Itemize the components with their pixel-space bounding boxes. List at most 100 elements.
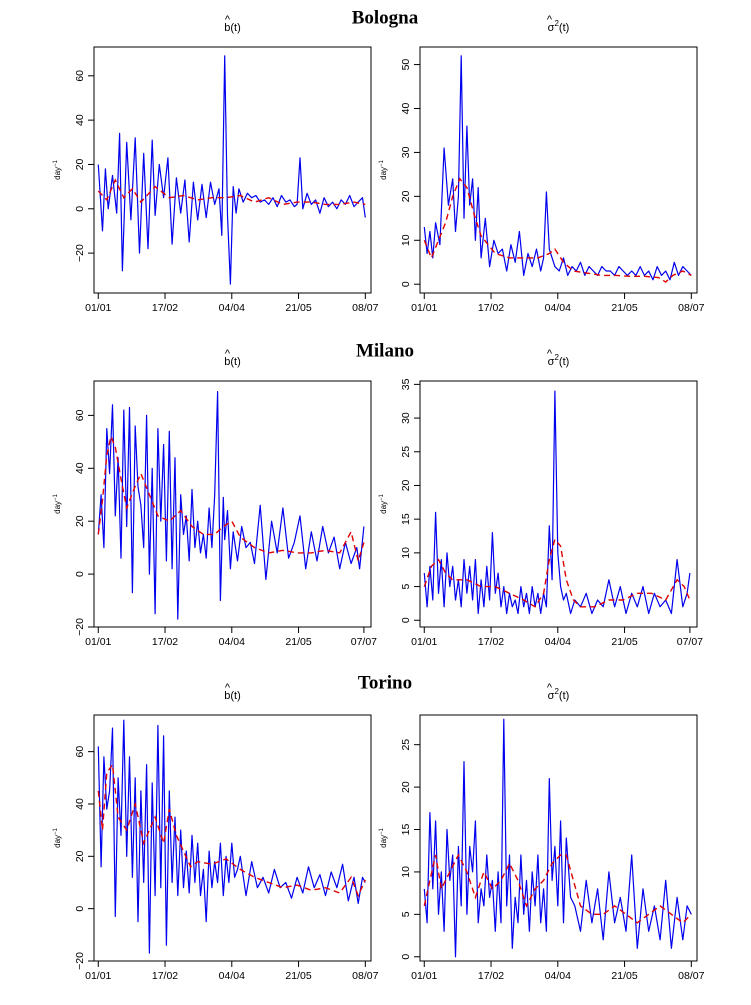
x-tick-label: 07/07 [351,636,377,648]
y-tick-label: 0 [74,571,86,577]
y-tick-label: 35 [400,378,412,390]
x-tick-label: 01/01 [85,636,111,648]
x-tick-label: 04/04 [545,302,571,314]
panel-title-hat: ^ [225,14,231,26]
smoothed-series-line [97,178,366,206]
y-axis-label: day−1 [53,493,62,513]
y-tick-label: 60 [74,409,86,421]
x-tick-label: 04/04 [545,970,571,982]
x-tick-label: 08/07 [678,302,704,314]
panel-bologna-b: b(t)^ −20 0 20 40 60 01/01 17/02 04/04 21/05 08/07… [53,14,379,314]
panel-title-hat: ^ [225,348,231,360]
panel-milano-sigma2: σ2(t)^ 0 5 10 15 20 25 30 35 01/01 17/02 04/04 21/05… [379,348,703,648]
x-tick-label: 21/05 [285,636,311,648]
y-tick-label: −20 [74,952,86,970]
y-tick-label: 40 [400,103,412,115]
y-tick-label: 30 [400,412,412,424]
observed-series-line [97,55,366,285]
y-tick-label: 0 [74,906,86,912]
panel-title: b(t) [224,690,241,702]
plot-frame [419,380,698,628]
y-tick-label: 10 [400,234,412,246]
x-tick-label: 17/02 [478,970,504,982]
panel-bologna-sigma2: σ2(t)^ 0 10 20 30 40 50 01/01 17/02 04/04 21/05 08/… [379,14,705,314]
panel-torino-b: b(t)^ −20 0 20 40 60 01/01 17/02 04/04 21/05 08/07… [53,682,379,982]
x-tick-label: 04/04 [219,970,245,982]
y-tick-label: 20 [74,515,86,527]
y-axis-label: day−1 [53,827,62,847]
x-tick-label: 04/04 [219,302,245,314]
y-tick-label: 15 [400,824,412,836]
x-tick-label: 01/01 [411,636,437,648]
y-tick-label: 10 [400,866,412,878]
plot-frame [93,714,372,962]
y-tick-label: 20 [400,781,412,793]
y-tick-label: 40 [74,462,86,474]
city-title: Milano [356,340,414,361]
x-tick-label: 01/01 [411,970,437,982]
plot-frame [419,46,698,294]
x-tick-label: 17/02 [152,636,178,648]
y-tick-label: 20 [74,850,86,862]
y-tick-label: 0 [74,206,86,212]
panel-torino-sigma2: σ2(t)^ 0 5 10 15 20 25 01/01 17/02 04/04 21/05 08/0… [379,682,705,982]
panel-title-hat: ^ [225,682,231,694]
observed-series-line [97,391,365,620]
smoothed-series-line [97,434,365,564]
y-tick-label: 20 [400,190,412,202]
y-axis-label: day−1 [379,827,388,847]
x-tick-label: 07/07 [677,636,703,648]
y-tick-label: 20 [400,479,412,491]
x-tick-label: 08/07 [352,302,378,314]
x-tick-label: 21/05 [611,636,637,648]
plot-frame [419,714,698,962]
y-tick-label: 40 [74,114,86,126]
plot-frame [93,380,372,628]
observed-series-line [97,719,366,954]
observed-series-line [423,718,692,958]
y-tick-label: 25 [400,739,412,751]
y-tick-label: 50 [400,59,412,71]
x-tick-label: 01/01 [85,302,111,314]
x-tick-label: 01/01 [85,970,111,982]
y-tick-label: 10 [400,547,412,559]
smoothed-series-line [423,537,691,608]
y-tick-label: 20 [74,158,86,170]
x-tick-label: 04/04 [219,636,245,648]
y-axis-label: day−1 [379,493,388,513]
y-axis-label: day−1 [379,159,388,179]
x-tick-label: 08/07 [352,970,378,982]
panel-title-hat: ^ [547,682,553,694]
y-tick-label: −20 [74,618,86,636]
x-tick-label: 17/02 [478,636,504,648]
x-tick-label: 17/02 [478,302,504,314]
x-tick-label: 21/05 [611,970,637,982]
plot-frame [93,46,372,294]
panel-title: b(t) [224,356,241,368]
y-tick-label: 30 [400,146,412,158]
x-tick-label: 21/05 [285,970,311,982]
y-tick-label: 5 [400,911,412,917]
x-tick-label: 21/05 [285,302,311,314]
y-tick-label: 60 [74,70,86,82]
smoothed-series-line [97,762,366,898]
city-title: Torino [358,672,412,693]
panel-title-hat: ^ [547,14,553,26]
panel-milano-b: b(t)^ −20 0 20 40 60 01/01 17/02 04/04 21/05 07/07… [53,348,377,648]
y-tick-label: 60 [74,746,86,758]
panel-title: σ2(t) [548,687,570,702]
x-tick-label: 17/02 [152,302,178,314]
y-tick-label: 0 [400,281,412,287]
y-tick-label: 5 [400,583,412,589]
y-axis-label: day−1 [53,159,62,179]
x-tick-label: 08/07 [678,970,704,982]
panel-title: σ2(t) [548,19,570,34]
observed-series-line [423,390,691,615]
panel-title: b(t) [224,22,241,34]
observed-series-line [423,55,692,281]
panel-title-hat: ^ [547,348,553,360]
x-tick-label: 17/02 [152,970,178,982]
